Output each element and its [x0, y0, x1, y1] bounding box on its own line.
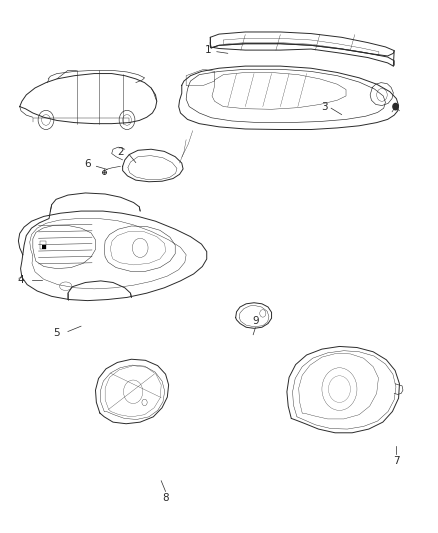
Text: 1: 1	[205, 45, 212, 55]
Text: 6: 6	[84, 159, 91, 169]
Text: 8: 8	[162, 494, 169, 503]
Text: 5: 5	[53, 328, 60, 338]
Text: 3: 3	[321, 102, 328, 111]
Text: 9: 9	[252, 316, 259, 326]
Circle shape	[393, 103, 398, 110]
Text: 2: 2	[117, 148, 124, 157]
Text: 7: 7	[393, 456, 400, 466]
Text: 4: 4	[18, 275, 25, 285]
